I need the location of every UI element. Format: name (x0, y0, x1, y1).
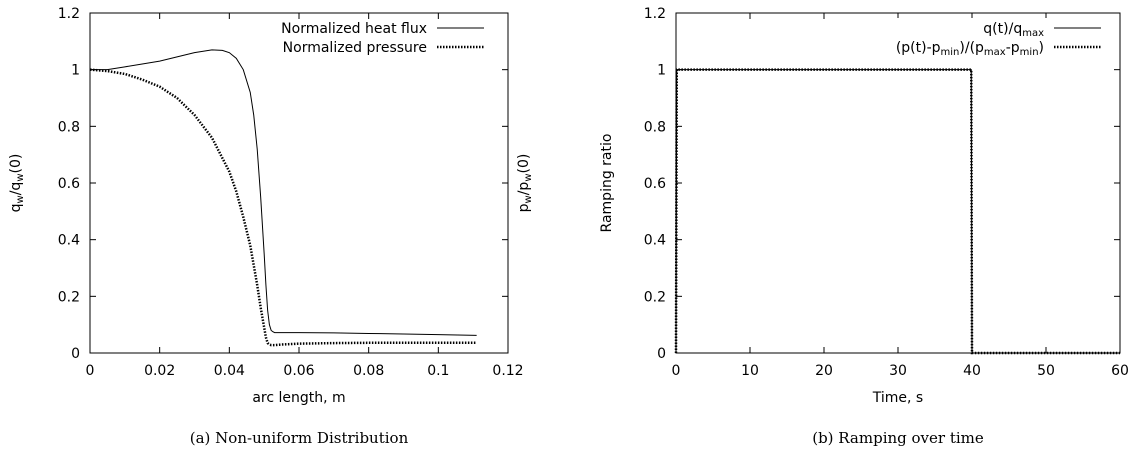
panel-b-y-axis: 0 0.2 0.4 0.6 0.8 1 1.2 (644, 6, 1120, 362)
y-tick-label: 0.2 (644, 289, 666, 305)
panel-a-y-axis-label-left: qw/qw(0) (8, 154, 26, 213)
series-line-dotted (674, 68, 1120, 355)
panel-b-caption: (b) Ramping over time (812, 429, 984, 447)
y-tick-label: 1.2 (58, 6, 80, 22)
panel-a: 0 0.02 0.04 0.06 0.08 0.1 0.12 0 0.2 0.4 0.6 0.8 1 1… (8, 6, 534, 447)
y-tick-label: 0 (71, 346, 80, 362)
y-tick-label: 0.8 (644, 119, 666, 135)
y-tick-label: 1 (71, 63, 80, 79)
x-tick-label: 40 (963, 363, 981, 379)
x-tick-label: 0.02 (144, 363, 175, 379)
x-tick-label: 0 (672, 363, 681, 379)
x-tick-label: 50 (1037, 363, 1055, 379)
legend-label-heat-flux: Normalized heat flux (281, 21, 427, 37)
panel-b-x-axis-label: Time, s (872, 390, 923, 406)
panel-a-legend: Normalized heat flux Normalized pressure (281, 21, 484, 56)
panel-b-plot-frame (675, 12, 1121, 354)
series-line-solid (675, 69, 1120, 354)
panel-b: 0 10 20 30 40 50 60 0 0.2 0.4 0.6 0.8 1 1.2 q(t)/qma… (599, 6, 1129, 447)
panel-a-plot-frame (89, 12, 509, 354)
panel-a-y-axis-label-right: pw/pw(0) (516, 154, 534, 213)
x-tick-label: 0.04 (214, 363, 245, 379)
panel-b-series (674, 68, 1120, 355)
y-tick-label: 0.6 (58, 176, 80, 192)
x-tick-label: 0.08 (353, 363, 384, 379)
y-tick-label: 1 (657, 63, 666, 79)
y-tick-label: 0.8 (58, 119, 80, 135)
legend-label-pressure: Normalized pressure (283, 40, 427, 56)
x-tick-label: 0.06 (283, 363, 314, 379)
x-tick-label: 60 (1111, 363, 1129, 379)
y-tick-label: 0.4 (58, 233, 80, 249)
panel-b-legend: q(t)/qmax (p(t)-pmin)/(pmax-pmin) (865, 18, 1105, 60)
panel-a-y-axis: 0 0.2 0.4 0.6 0.8 1 1.2 (58, 6, 508, 362)
x-tick-label: 20 (815, 363, 833, 379)
y-tick-label: 1.2 (644, 6, 666, 22)
panel-b-x-axis: 0 10 20 30 40 50 60 (672, 13, 1129, 379)
y-tick-label: 0.6 (644, 176, 666, 192)
x-tick-label: 10 (741, 363, 759, 379)
y-tick-label: 0 (657, 346, 666, 362)
panel-b-y-axis-label: Ramping ratio (599, 134, 615, 233)
series-line-solid (90, 49, 477, 336)
y-tick-label: 0.4 (644, 233, 666, 249)
x-tick-label: 0.1 (427, 363, 449, 379)
legend-label-p-ratio: (p(t)-pmin)/(pmax-pmin) (896, 40, 1044, 58)
series-line-dotted (89, 68, 477, 347)
x-tick-label: 0 (86, 363, 95, 379)
x-tick-label: 0.12 (492, 363, 523, 379)
x-tick-label: 30 (889, 363, 907, 379)
panel-a-caption: (a) Non-uniform Distribution (190, 429, 409, 447)
panel-a-series (89, 49, 477, 347)
y-tick-label: 0.2 (58, 289, 80, 305)
panel-b-legend-background (865, 18, 1105, 60)
panel-a-x-axis-label: arc length, m (252, 390, 345, 406)
panel-a-x-axis: 0 0.02 0.04 0.06 0.08 0.1 0.12 (86, 13, 524, 379)
